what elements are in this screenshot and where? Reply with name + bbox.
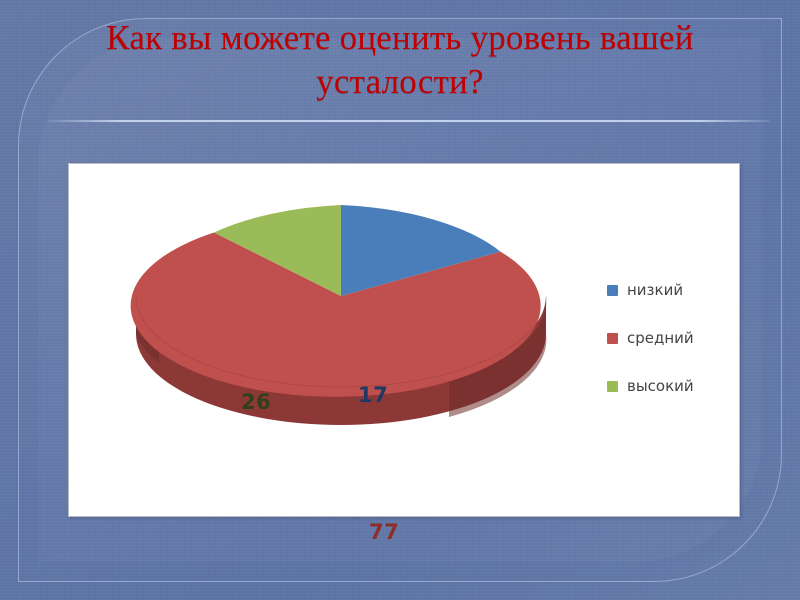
legend-swatch-mid-icon (607, 332, 618, 344)
pie-slice-mid (130, 232, 541, 397)
chart-panel: 17 26 77 низкий средний высокий (68, 163, 740, 544)
legend-label-high: высокий (627, 377, 694, 395)
legend-item-high: высокий (607, 375, 694, 397)
legend-item-mid: средний (607, 327, 694, 349)
legend-swatch-high-icon (607, 380, 618, 392)
pie-chart: 17 26 77 низкий средний высокий (69, 164, 739, 544)
legend-swatch-low-icon (607, 284, 618, 296)
pie-label-low: 17 (358, 383, 389, 407)
title-text: Как вы можете оценить уровень вашей уста… (106, 18, 694, 102)
pie-label-mid: 77 (369, 520, 400, 544)
chart-legend: низкий средний высокий (607, 279, 694, 397)
pie-slice-low (341, 205, 501, 296)
page-title: Как вы можете оценить уровень вашей уста… (48, 16, 752, 104)
title-divider (48, 120, 770, 122)
legend-item-low: низкий (607, 279, 694, 301)
legend-label-low: низкий (627, 281, 684, 299)
pie-slice-high (214, 205, 341, 296)
pie-top-face (130, 205, 541, 397)
pie-chart-svg (130, 205, 547, 425)
pie-label-high: 26 (241, 390, 272, 414)
legend-label-mid: средний (627, 329, 694, 347)
